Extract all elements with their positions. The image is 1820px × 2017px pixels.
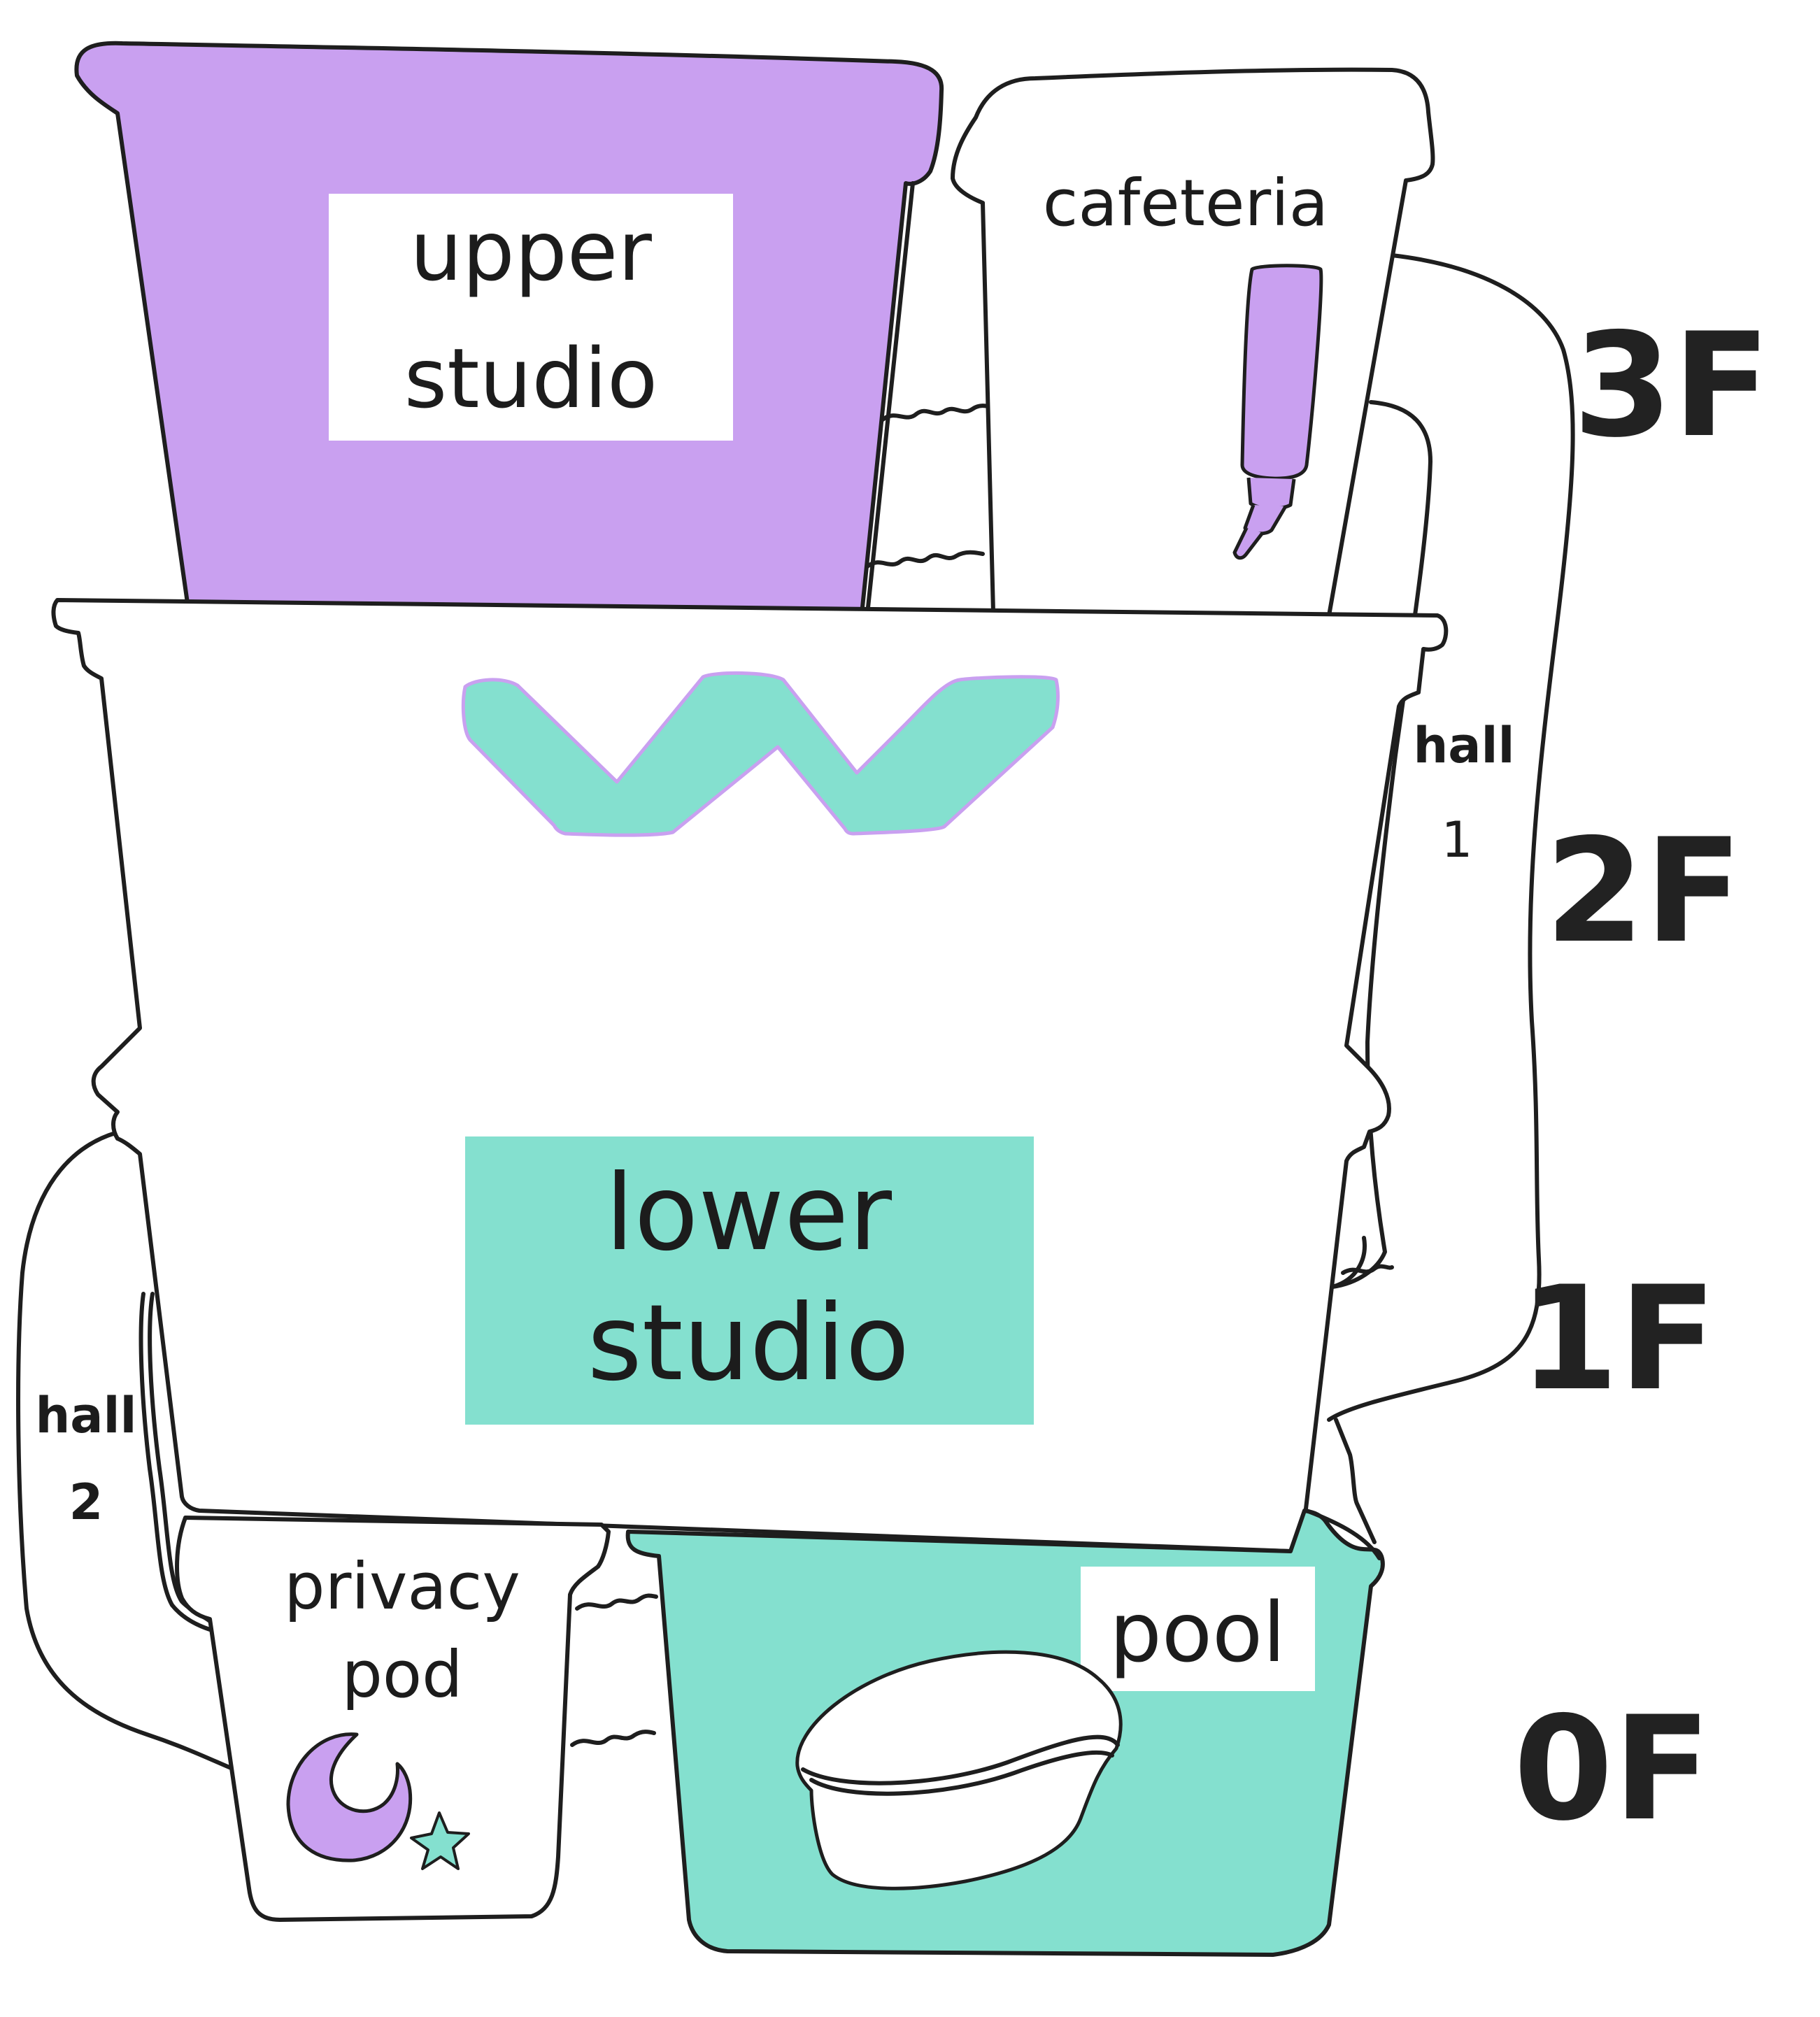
- lower-studio-container: lower studio: [51, 598, 1449, 1553]
- privacy-pod-container: privacy pod: [175, 1516, 611, 1922]
- privacy-pod-label-line1: privacy: [284, 1549, 520, 1624]
- glue-stick-icon: [1232, 264, 1323, 560]
- cafeteria-container: cafeteria: [951, 67, 1435, 618]
- upper-studio-label-line2: studio: [404, 330, 657, 427]
- hall-1-label-line2: 1: [1442, 811, 1473, 869]
- floor-label-2f: 2F: [1545, 808, 1743, 975]
- hall-1-label-line1: hall: [1413, 717, 1514, 774]
- lower-studio-label-box: [465, 1136, 1034, 1425]
- pool-tub-icon: [795, 1650, 1123, 1890]
- moon-icon: [286, 1732, 413, 1862]
- cafeteria-label: cafeteria: [1043, 166, 1328, 241]
- upper-studio-label-line1: upper: [410, 203, 652, 299]
- privacy-pod-label-line2: pod: [341, 1637, 462, 1712]
- pool-container: pool: [625, 1418, 1385, 1957]
- hall-2-label-line2: 2: [69, 1474, 104, 1531]
- floor-label-1f: 1F: [1519, 1256, 1717, 1423]
- floor-label-0f: 0F: [1514, 1686, 1712, 1853]
- lower-studio-label-line1: lower: [605, 1153, 892, 1274]
- star-icon: [410, 1811, 470, 1870]
- pool-label: pool: [1109, 1584, 1286, 1681]
- hall-1: [1327, 253, 1575, 1422]
- lower-studio-label-line2: studio: [588, 1283, 910, 1404]
- floor-label-3f: 3F: [1573, 303, 1771, 469]
- hall-2-label-line1: hall: [35, 1387, 136, 1444]
- upper-studio-label-box: [329, 194, 733, 441]
- upper-studio-container: upper studio: [74, 41, 944, 616]
- zigzag-icon: [461, 671, 1060, 837]
- pool-label-box: [1081, 1567, 1315, 1691]
- connector-lines: [570, 404, 1394, 1747]
